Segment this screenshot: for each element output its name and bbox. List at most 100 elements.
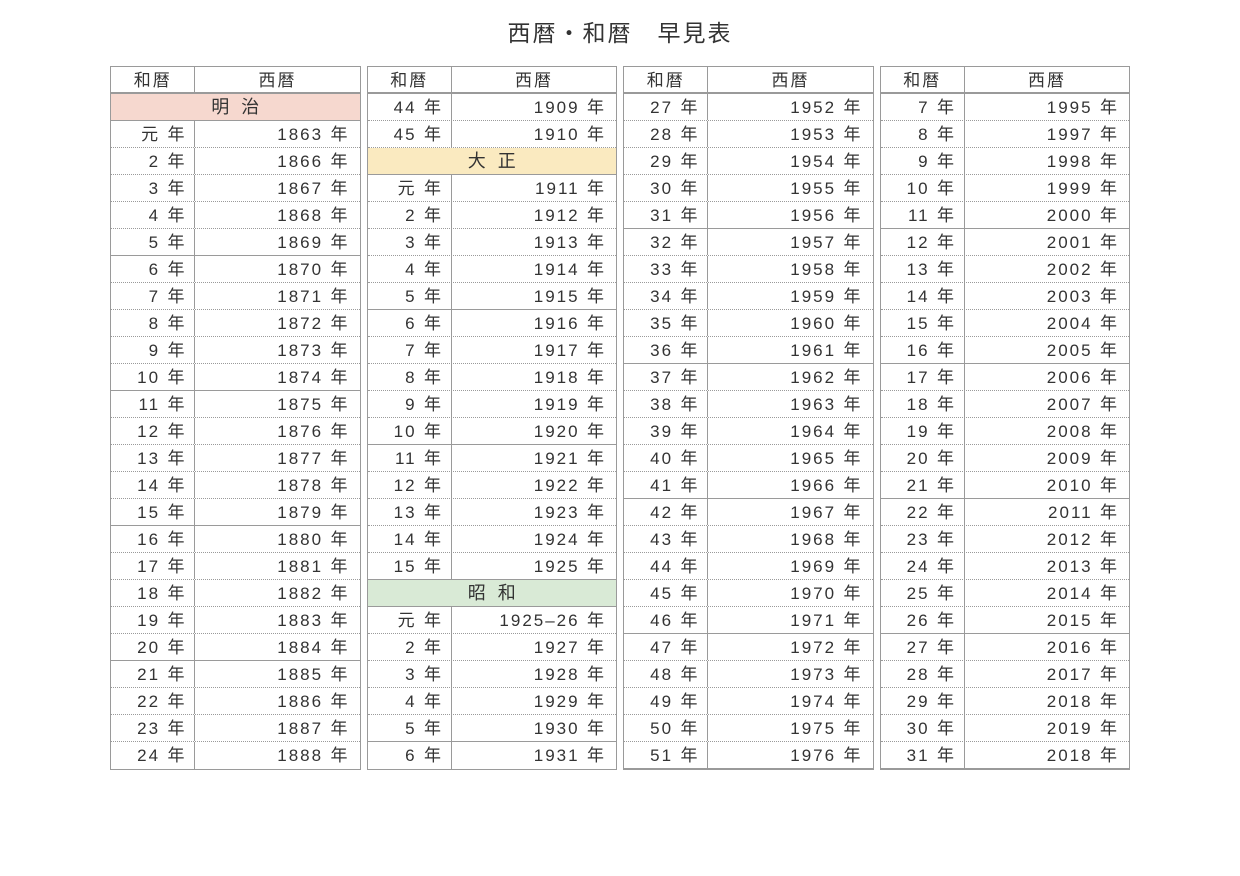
year-suffix: 年 <box>1099 688 1119 714</box>
seireki-cell: 2004年 <box>965 310 1129 336</box>
year-suffix: 年 <box>842 148 862 174</box>
table-row: 45年1970年 <box>624 580 873 607</box>
seireki-cell: 2013年 <box>965 553 1129 579</box>
year-suffix: 年 <box>166 607 186 633</box>
table-row: 19年1883年 <box>111 607 360 634</box>
table-row: 15年1879年 <box>111 499 360 526</box>
year-suffix: 年 <box>423 607 443 633</box>
wareki-cell: 29年 <box>881 688 965 714</box>
year-suffix: 年 <box>166 256 186 282</box>
table-row: 29年2018年 <box>881 688 1130 715</box>
seireki-cell: 1962年 <box>708 364 872 390</box>
year-suffix: 年 <box>423 634 443 660</box>
year-suffix: 年 <box>1099 121 1119 147</box>
wareki-cell: 44年 <box>368 94 452 120</box>
wareki-value: 5 <box>368 283 423 309</box>
wareki-cell: 17年 <box>111 553 195 579</box>
year-suffix: 年 <box>679 661 699 687</box>
wareki-cell: 6年 <box>368 742 452 769</box>
year-suffix: 年 <box>329 364 349 390</box>
year-suffix: 年 <box>842 310 862 336</box>
seireki-cell: 1966年 <box>708 472 872 498</box>
year-suffix: 年 <box>1099 742 1119 768</box>
year-suffix: 年 <box>679 526 699 552</box>
year-suffix: 年 <box>842 661 862 687</box>
year-suffix: 年 <box>329 256 349 282</box>
seireki-value: 1976 <box>708 742 842 768</box>
wareki-cell: 21年 <box>881 472 965 498</box>
table-row: 9年1998年 <box>881 148 1130 175</box>
year-suffix: 年 <box>329 634 349 660</box>
wareki-value: 12 <box>111 418 166 444</box>
seireki-cell: 1875年 <box>195 391 359 417</box>
seireki-cell: 1879年 <box>195 499 359 525</box>
seireki-value: 2001 <box>965 229 1099 255</box>
seireki-value: 1995 <box>965 94 1099 120</box>
wareki-cell: 22年 <box>111 688 195 714</box>
wareki-cell: 41年 <box>624 472 708 498</box>
year-suffix: 年 <box>679 634 699 660</box>
year-suffix: 年 <box>936 337 956 363</box>
seireki-cell: 1967年 <box>708 499 872 525</box>
wareki-value: 19 <box>111 607 166 633</box>
year-suffix: 年 <box>842 499 862 525</box>
year-suffix: 年 <box>679 283 699 309</box>
seireki-cell: 1873年 <box>195 337 359 363</box>
year-suffix: 年 <box>423 553 443 579</box>
year-suffix: 年 <box>329 148 349 174</box>
year-suffix: 年 <box>936 94 956 120</box>
wareki-cell: 8年 <box>881 121 965 147</box>
table-row: 4年1929年 <box>368 688 617 715</box>
year-suffix: 年 <box>586 391 606 417</box>
wareki-cell: 2年 <box>368 202 452 228</box>
year-suffix: 年 <box>936 742 956 768</box>
table-row: 21年1885年 <box>111 661 360 688</box>
table-row: 46年1971年 <box>624 607 873 634</box>
wareki-cell: 12年 <box>881 229 965 255</box>
year-suffix: 年 <box>423 499 443 525</box>
wareki-value: 3 <box>368 229 423 255</box>
table-row: 9年1919年 <box>368 391 617 418</box>
seireki-value: 1881 <box>195 553 329 579</box>
year-suffix: 年 <box>936 175 956 201</box>
seireki-cell: 1874年 <box>195 364 359 390</box>
seireki-value: 2017 <box>965 661 1099 687</box>
wareki-value: 17 <box>111 553 166 579</box>
year-suffix: 年 <box>586 337 606 363</box>
year-suffix: 年 <box>936 526 956 552</box>
table-row: 34年1959年 <box>624 283 873 310</box>
wareki-value: 27 <box>881 634 936 660</box>
wareki-value: 16 <box>111 526 166 552</box>
seireki-cell: 2002年 <box>965 256 1129 282</box>
wareki-value: 10 <box>368 418 423 444</box>
wareki-cell: 12年 <box>111 418 195 444</box>
wareki-cell: 24年 <box>111 742 195 769</box>
table-row: 5年1915年 <box>368 283 617 310</box>
seireki-value: 1866 <box>195 148 329 174</box>
wareki-cell: 28年 <box>624 121 708 147</box>
table-row: 12年1876年 <box>111 418 360 445</box>
wareki-cell: 16年 <box>881 337 965 363</box>
seireki-cell: 1961年 <box>708 337 872 363</box>
wareki-cell: 29年 <box>624 148 708 174</box>
year-suffix: 年 <box>1099 526 1119 552</box>
wareki-value: 19 <box>881 418 936 444</box>
wareki-cell: 27年 <box>881 634 965 660</box>
seireki-cell: 2018年 <box>965 688 1129 714</box>
year-suffix: 年 <box>936 715 956 741</box>
year-suffix: 年 <box>329 175 349 201</box>
table-row: 14年2003年 <box>881 283 1130 310</box>
year-suffix: 年 <box>423 526 443 552</box>
seireki-cell: 1964年 <box>708 418 872 444</box>
year-suffix: 年 <box>842 418 862 444</box>
wareki-value: 13 <box>881 256 936 282</box>
table-row: 50年1975年 <box>624 715 873 742</box>
wareki-cell: 19年 <box>111 607 195 633</box>
column-header: 和暦西暦 <box>881 67 1130 94</box>
table-row: 15年2004年 <box>881 310 1130 337</box>
year-suffix: 年 <box>166 553 186 579</box>
year-suffix: 年 <box>423 94 443 120</box>
seireki-cell: 2007年 <box>965 391 1129 417</box>
seireki-cell: 2010年 <box>965 472 1129 498</box>
seireki-value: 1874 <box>195 364 329 390</box>
